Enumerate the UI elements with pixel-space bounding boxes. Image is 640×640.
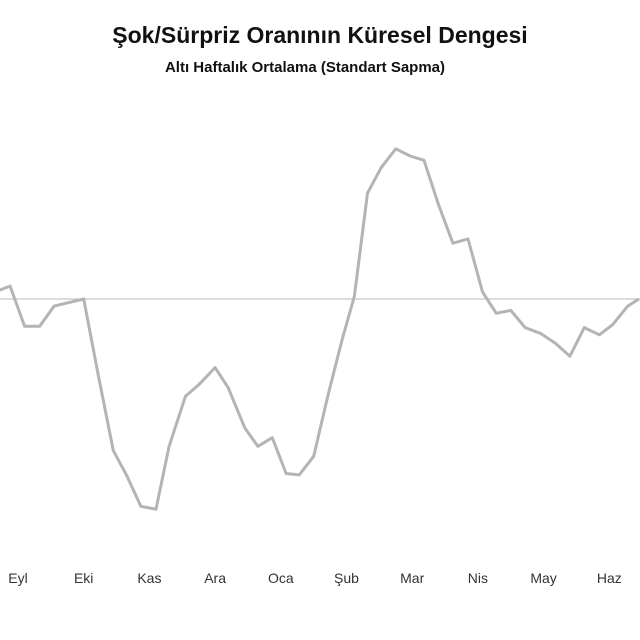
x-tick-label: Kas [137, 570, 161, 586]
x-tick-label: Şub [334, 570, 359, 586]
x-tick-label: Oca [268, 570, 294, 586]
x-tick-label: Ara [204, 570, 226, 586]
x-tick-label: Eyl [8, 570, 27, 586]
x-tick-label: Eki [74, 570, 93, 586]
series-line-0 [0, 147, 640, 511]
chart-subtitle: Altı Haftalık Ortalama (Standart Sapma) [164, 59, 446, 76]
x-tick-label: May [530, 570, 556, 586]
x-tick-label: Mar [400, 570, 424, 586]
x-tick-label: Haz [597, 570, 622, 586]
chart-title: Şok/Sürpriz Oranının Küresel Dengesi [112, 22, 528, 48]
x-tick-label: Nis [468, 570, 488, 586]
